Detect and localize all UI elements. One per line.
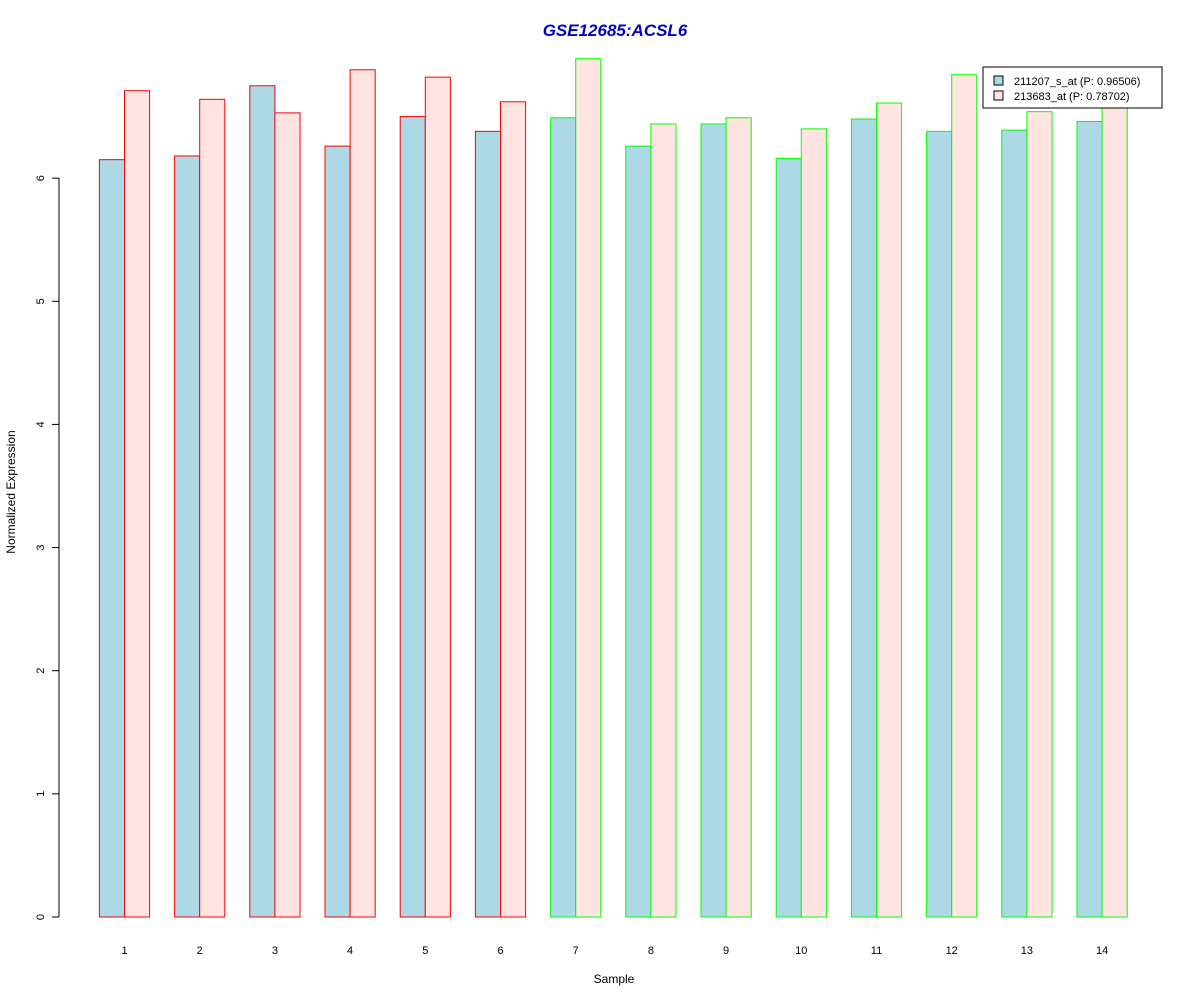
legend-swatch	[993, 75, 1004, 86]
bar-series1-sample-1	[98, 159, 126, 918]
x-tick-label: 6	[497, 945, 503, 957]
x-tick-label: 7	[573, 945, 579, 957]
legend-swatch	[993, 90, 1004, 101]
bar-series2-sample-4	[349, 69, 376, 918]
y-tick-label: 6	[35, 175, 47, 181]
bar-series2-sample-9	[725, 117, 752, 918]
bar-group	[98, 58, 1128, 918]
x-tick-label: 14	[1096, 945, 1108, 957]
bar-series2-sample-1	[124, 90, 151, 918]
bar-series1-sample-7	[550, 117, 577, 918]
bar-series1-sample-5	[399, 116, 426, 918]
x-tick-label: 2	[197, 945, 203, 957]
x-tick-label: 4	[347, 945, 353, 957]
x-tick-label: 5	[422, 945, 428, 957]
y-tick-label: 1	[35, 791, 47, 797]
bar-series2-sample-7	[575, 58, 602, 918]
y-axis-label: Normalized Expression	[4, 430, 18, 553]
legend: 211207_s_at (P: 0.96506) 213683_at (P: 0.…	[982, 66, 1163, 109]
x-tick-label: 13	[1021, 945, 1033, 957]
bar-series2-sample-12	[951, 74, 978, 918]
bar-series2-sample-14	[1101, 104, 1128, 918]
y-tick-label: 0	[35, 914, 47, 920]
bar-series1-sample-3	[249, 85, 276, 918]
bar-series1-sample-14	[1076, 120, 1103, 918]
y-tick-label: 2	[35, 668, 47, 674]
x-tick-label: 9	[723, 945, 729, 957]
x-tick-label: 12	[946, 945, 958, 957]
bar-series1-sample-2	[174, 155, 201, 918]
chart-title: GSE12685:ACSL6	[543, 21, 688, 40]
y-tick-label: 5	[35, 298, 47, 304]
bar-series2-sample-5	[424, 76, 451, 918]
x-tick-label: 10	[795, 945, 807, 957]
x-tick-label: 11	[871, 945, 882, 957]
x-tick-label: 1	[121, 945, 127, 957]
bar-series1-sample-13	[1001, 129, 1028, 918]
legend-entry-label: 211207_s_at (P: 0.96506)	[1014, 76, 1140, 88]
bar-series2-sample-13	[1026, 111, 1053, 918]
bar-series2-sample-11	[876, 102, 903, 918]
bar-series1-sample-8	[625, 145, 652, 918]
bar-series1-sample-11	[850, 118, 878, 918]
bar-series1-sample-12	[926, 130, 953, 918]
bar-series2-sample-6	[500, 101, 527, 918]
y-tick-label: 4	[35, 421, 47, 427]
bar-series1-sample-9	[700, 123, 727, 918]
x-tick-label: 3	[272, 945, 278, 957]
legend-entry-label: 213683_at (P: 0.78702)	[1014, 91, 1130, 103]
bar-series1-sample-4	[324, 145, 351, 918]
y-tick-label: 3	[35, 545, 47, 551]
bar-series2-sample-10	[800, 128, 827, 918]
bar-series2-sample-8	[650, 123, 677, 918]
x-tick-label: 8	[648, 945, 654, 957]
bar-series2-sample-2	[199, 98, 226, 918]
x-axis-label: Sample	[594, 972, 635, 986]
legend-box	[982, 66, 1163, 109]
bar-series1-sample-10	[775, 157, 802, 918]
bar-series1-sample-6	[474, 130, 501, 918]
x-axis: 1 2 3 4 5 6 7 8 9 10 11 12 13 14	[121, 945, 1108, 957]
y-axis: 0 1 2 3 4 5 6	[35, 175, 60, 920]
bar-series2-sample-3	[274, 112, 301, 918]
